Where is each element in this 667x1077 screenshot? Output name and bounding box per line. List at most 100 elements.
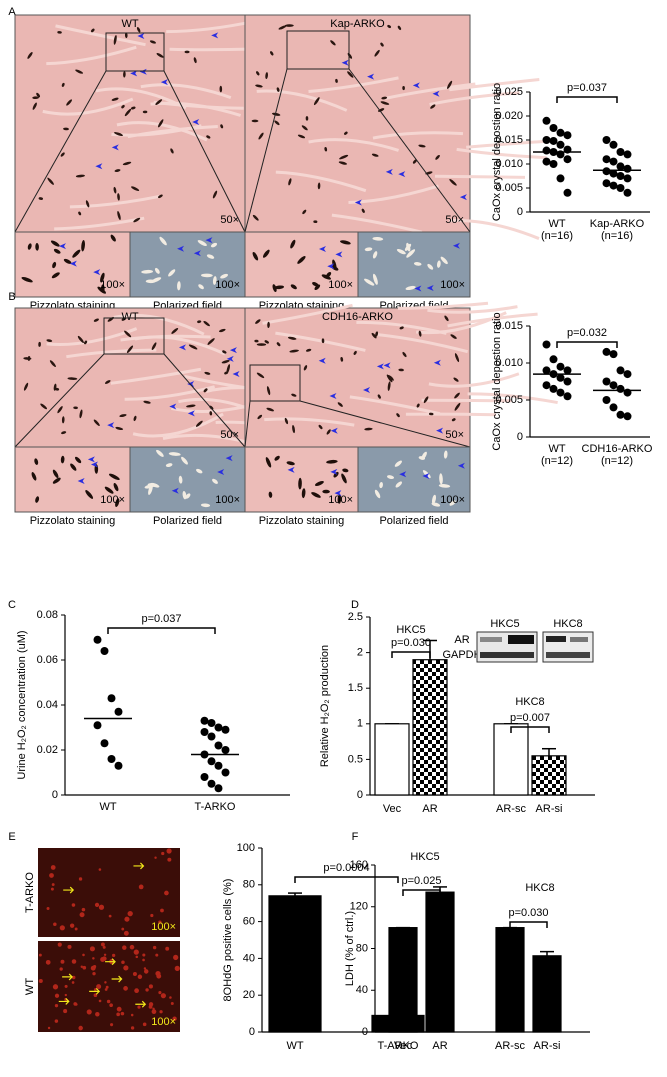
crystal	[70, 463, 77, 471]
crystal	[284, 417, 289, 425]
dot	[93, 721, 102, 730]
crystal	[402, 351, 407, 358]
crystal	[251, 119, 259, 123]
crystal	[431, 494, 437, 504]
zoom-line	[299, 400, 471, 448]
tissue-streak	[421, 398, 512, 403]
crystal	[342, 468, 349, 473]
dot	[200, 716, 209, 725]
dot	[556, 388, 565, 397]
crystal	[221, 359, 230, 364]
crystal	[255, 84, 263, 88]
y-tick-label: 0.010	[495, 158, 523, 170]
crystal	[256, 71, 260, 76]
crystal	[60, 455, 65, 464]
nucleus	[137, 974, 143, 980]
arrow	[229, 347, 237, 354]
nucleus	[71, 959, 77, 964]
tissue-streak	[456, 147, 547, 160]
crystal	[212, 190, 218, 199]
crystal	[57, 31, 62, 34]
y-axis-label: LDH (% of ctrl.)	[344, 911, 356, 986]
crystal	[418, 456, 426, 460]
arrow	[58, 243, 66, 250]
dot	[602, 396, 611, 404]
micrograph	[14, 307, 246, 448]
nucleus	[169, 996, 172, 999]
crystal	[335, 78, 338, 83]
crystal	[330, 40, 336, 46]
crystal	[185, 493, 191, 499]
crystal	[155, 99, 163, 105]
dot	[602, 155, 611, 164]
crystal	[145, 279, 156, 284]
nucleus	[59, 967, 63, 971]
arrow	[334, 490, 342, 497]
tissue-streak	[153, 100, 244, 110]
arrow	[426, 284, 434, 291]
row-label: T-ARKO	[24, 872, 36, 913]
bar	[425, 891, 455, 1033]
nucleus	[51, 883, 55, 886]
nucleus	[54, 993, 60, 998]
crystal	[61, 82, 65, 87]
significance-bracket	[107, 627, 216, 634]
arrow	[193, 250, 201, 257]
dot	[549, 384, 558, 393]
nucleus	[78, 877, 83, 881]
nucleus	[154, 856, 157, 859]
crystal	[436, 260, 441, 268]
crystal	[258, 132, 264, 140]
arrow	[287, 466, 295, 473]
tissue-streak	[448, 218, 540, 240]
nucleus	[170, 1001, 174, 1005]
crystal	[27, 51, 33, 59]
crystal	[454, 402, 461, 411]
crystal	[63, 258, 72, 264]
nucleus	[52, 984, 59, 990]
dot	[114, 761, 123, 770]
crystal	[276, 87, 280, 92]
crystal	[196, 468, 203, 474]
crystal	[311, 492, 321, 498]
crystal	[159, 236, 167, 246]
crystal	[402, 85, 405, 91]
crystal	[394, 460, 402, 467]
group-label: CDH16-ARKO	[322, 311, 393, 323]
crystal	[186, 404, 196, 408]
group-label: HKC5	[410, 851, 439, 863]
nucleus	[82, 965, 87, 970]
significance-bracket	[402, 889, 441, 896]
crystal	[49, 360, 56, 368]
zoom-line	[14, 70, 107, 233]
arrow	[232, 371, 240, 378]
nucleus	[148, 984, 153, 989]
group-label: WT	[121, 18, 138, 30]
crystal	[278, 25, 287, 30]
crystal	[114, 132, 123, 136]
arrow	[211, 32, 219, 39]
nucleus	[47, 1026, 51, 1030]
y-tick-label: 40	[243, 952, 255, 964]
crystal	[40, 403, 48, 410]
dot	[556, 140, 565, 149]
tissue-streak	[162, 433, 254, 446]
dot	[602, 377, 611, 386]
inset-micrograph	[357, 446, 471, 513]
crystal	[181, 456, 188, 465]
crystal	[438, 484, 451, 488]
dot	[542, 381, 551, 390]
y-tick-label: 0.015	[495, 320, 523, 332]
dot	[602, 347, 611, 356]
dot	[563, 155, 572, 164]
nucleus	[151, 1009, 157, 1015]
crystal	[380, 42, 384, 47]
dot	[563, 131, 572, 140]
crystal	[377, 394, 381, 399]
crystal	[61, 416, 65, 424]
tissue-streak	[46, 45, 137, 66]
nucleus	[79, 912, 85, 918]
dot	[602, 167, 611, 176]
crystal	[36, 92, 41, 98]
nucleus	[64, 984, 68, 988]
